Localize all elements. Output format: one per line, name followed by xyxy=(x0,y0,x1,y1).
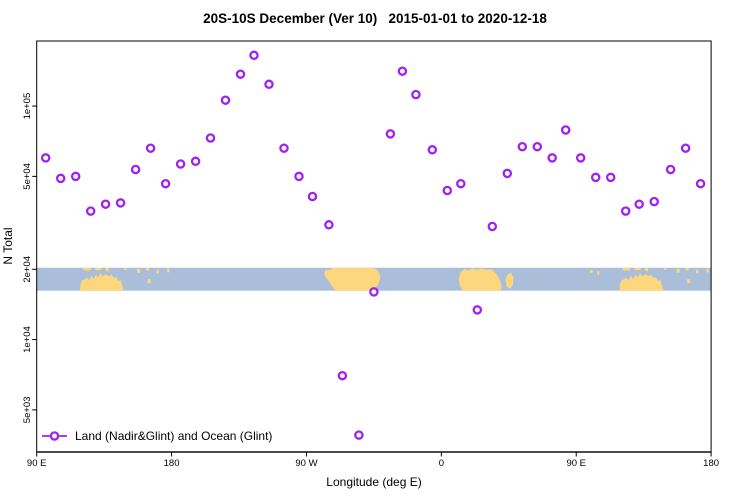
map-strip-island xyxy=(83,267,91,271)
plot-layer: 90 E 180 90 W 0 90 E 180 1e+05 5e+04 2e+04 1e+04 5… xyxy=(22,40,719,469)
data-point xyxy=(354,430,364,440)
data-point xyxy=(249,50,259,61)
legend-label: Land (Nadir&Glint) and Ocean (Glint) xyxy=(75,429,272,443)
data-point xyxy=(307,191,318,202)
data-point xyxy=(115,198,126,208)
map-strip-island xyxy=(137,268,141,273)
data-point xyxy=(456,178,466,189)
data-point xyxy=(590,172,601,183)
chart-title: 20S-10S December (Ver 10) 2015-01-01 to … xyxy=(203,11,547,26)
map-strip-island xyxy=(687,279,691,284)
data-point xyxy=(472,305,483,315)
y-tick-label: 5e+03 xyxy=(22,397,33,424)
plot-border xyxy=(36,40,712,453)
y-tick-label: 2e+04 xyxy=(22,256,33,283)
data-point xyxy=(294,171,304,182)
map-strip-island xyxy=(147,279,151,284)
map-strip-land xyxy=(505,272,514,289)
data-point xyxy=(411,89,421,100)
map-strip-island xyxy=(156,269,159,274)
map-strip-land xyxy=(324,267,381,291)
map-strip-island xyxy=(706,268,709,273)
data-point xyxy=(205,133,216,143)
data-point xyxy=(427,145,438,155)
data-point xyxy=(695,178,706,189)
x-tick-label: 90 W xyxy=(295,458,317,469)
data-point xyxy=(100,199,111,209)
data-point xyxy=(442,185,453,196)
x-tick-label: 180 xyxy=(164,458,180,469)
x-tick-label: 90 E xyxy=(27,458,47,469)
data-point xyxy=(665,164,676,175)
map-strip-land xyxy=(80,272,124,291)
y-axis-title: N Total xyxy=(1,227,15,264)
x-axis-title: Longitude (deg E) xyxy=(326,475,421,489)
map-strip-island xyxy=(663,267,667,271)
map-strip-island xyxy=(676,268,680,273)
data-point xyxy=(324,220,334,230)
data-point xyxy=(575,153,586,163)
data-point xyxy=(605,172,616,183)
data-point xyxy=(264,79,274,90)
data-point xyxy=(70,171,81,182)
data-point xyxy=(235,69,246,79)
data-point xyxy=(634,199,644,209)
x-tick-label: 180 xyxy=(703,458,719,469)
map-strip-island xyxy=(622,267,631,271)
data-point xyxy=(130,164,141,175)
data-point xyxy=(369,287,379,297)
data-point xyxy=(55,173,66,184)
data-point xyxy=(532,141,543,152)
map-strip-island xyxy=(95,267,102,271)
data-point xyxy=(620,206,631,216)
map-strip-island xyxy=(146,267,150,271)
y-tick-label: 5e+04 xyxy=(22,163,33,190)
map-strip-island xyxy=(597,271,600,275)
data-point xyxy=(175,159,186,169)
data-point xyxy=(279,143,289,153)
data-point xyxy=(502,168,513,179)
data-point xyxy=(220,95,231,105)
data-point xyxy=(337,370,348,381)
x-tick-label: 0 xyxy=(439,458,444,469)
y-tick-label: 1e+04 xyxy=(22,326,33,353)
map-strip-land xyxy=(458,268,502,291)
map-strip-island xyxy=(696,269,699,274)
map-strip-island xyxy=(685,267,689,271)
data-point xyxy=(85,206,96,216)
x-tick-label: 90 E xyxy=(566,458,586,469)
map-strip-island xyxy=(645,267,649,272)
data-point xyxy=(190,156,201,167)
map-strip-land xyxy=(619,272,664,291)
data-point xyxy=(560,125,571,135)
y-tick-label: 1e+05 xyxy=(22,93,33,120)
data-point xyxy=(680,143,691,153)
data-point xyxy=(487,221,498,232)
data-point xyxy=(649,196,659,207)
map-strip-island xyxy=(124,267,127,271)
legend-marker-icon xyxy=(49,431,60,441)
map-strip-island xyxy=(105,267,109,272)
data-point xyxy=(547,153,557,163)
data-point xyxy=(160,178,171,189)
map-strip-island xyxy=(634,267,641,271)
map-strip-island xyxy=(167,268,170,273)
data-point xyxy=(145,143,156,153)
map-strip-island xyxy=(589,270,593,273)
data-point xyxy=(517,141,528,152)
data-point xyxy=(397,66,408,76)
data-point xyxy=(40,153,51,163)
data-point xyxy=(385,129,396,139)
